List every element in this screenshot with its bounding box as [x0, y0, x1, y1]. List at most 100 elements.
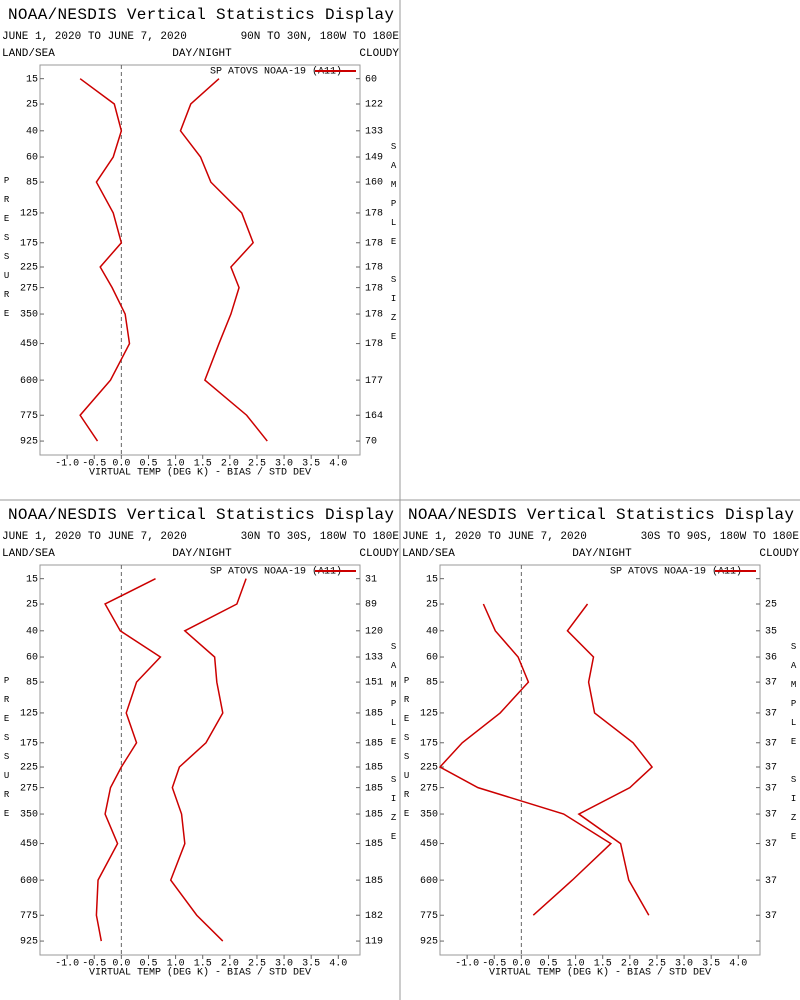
y2-axis-label: SAMPLE SIZE	[389, 142, 399, 351]
y-tick-label: 450	[20, 339, 38, 350]
x-tick-label: 0.0	[112, 959, 130, 970]
y-tick-label: 275	[420, 783, 438, 794]
legend-label: SP ATOVS NOAA-19 (A11)	[610, 566, 742, 578]
y-tick-label: 25	[26, 600, 38, 611]
sample-size: 37	[765, 678, 777, 689]
y-tick-label: 775	[420, 911, 438, 922]
x-tick-label: 4.0	[329, 459, 347, 470]
y-tick-label: 350	[20, 810, 38, 821]
x-tick-label: 1.5	[194, 959, 212, 970]
y-tick-label: 15	[426, 574, 438, 585]
y-tick-label: 60	[26, 653, 38, 664]
plot-frame	[39, 64, 361, 456]
y-tick-label: 125	[20, 209, 38, 220]
std-dev-line	[169, 578, 247, 942]
y-tick-label: 60	[426, 653, 438, 664]
sample-size: 185	[365, 783, 383, 794]
title: NOAA/NESDIS Vertical Statistics Display	[8, 6, 394, 24]
region: 90N TO 30N, 180W TO 180E	[241, 31, 400, 43]
y-tick-label: 450	[420, 839, 438, 850]
x-tick-label: -0.5	[482, 959, 506, 970]
x-axis-label: VIRTUAL TEMP (DEG K) - BIAS / STD DEV	[489, 967, 711, 979]
cloudy: CLOUDY	[359, 48, 399, 60]
x-tick-label: 3.0	[275, 959, 293, 970]
y2-axis-label: SAMPLE SIZE	[789, 642, 799, 851]
x-tick-label: 2.5	[248, 959, 266, 970]
day-night: DAY/NIGHT	[172, 48, 232, 60]
x-tick-label: 0.5	[539, 959, 557, 970]
y-tick-label: 600	[20, 876, 38, 887]
std-dev-line	[566, 603, 654, 916]
y-tick-label: 175	[20, 238, 38, 249]
region: 30N TO 30S, 180W TO 180E	[241, 531, 400, 543]
y-tick-label: 225	[20, 263, 38, 274]
sample-size: 37	[765, 839, 777, 850]
x-tick-label: 1.0	[167, 459, 185, 470]
std-dev-line	[179, 78, 268, 442]
x-tick-label: 1.0	[567, 959, 585, 970]
x-tick-label: -0.5	[82, 459, 106, 470]
region: 30S TO 90S, 180W TO 180E	[641, 531, 800, 543]
plot-frame	[439, 564, 761, 956]
sample-size: 35	[765, 626, 777, 637]
x-tick-label: 0.5	[139, 959, 157, 970]
date-range: JUNE 1, 2020 TO JUNE 7, 2020	[2, 31, 187, 43]
sample-size: 89	[365, 600, 377, 611]
y-tick-label: 225	[420, 763, 438, 774]
y-tick-label: 925	[420, 937, 438, 948]
y-tick-label: 175	[20, 738, 38, 749]
sample-size: 37	[765, 738, 777, 749]
y-tick-label: 125	[20, 709, 38, 720]
sample-size: 133	[365, 126, 383, 137]
y-tick-label: 40	[26, 626, 38, 637]
x-axis-label: VIRTUAL TEMP (DEG K) - BIAS / STD DEV	[89, 467, 311, 479]
y-tick-label: 15	[26, 574, 38, 585]
bias-line	[79, 78, 131, 442]
x-tick-label: 3.0	[675, 959, 693, 970]
y-tick-label: 175	[420, 738, 438, 749]
y-tick-label: 350	[420, 810, 438, 821]
legend-label: SP ATOVS NOAA-19 (A11)	[210, 566, 342, 578]
cloudy: CLOUDY	[759, 548, 799, 560]
x-tick-label: 0.5	[139, 459, 157, 470]
sample-size: 70	[365, 437, 377, 448]
sample-size: 37	[765, 911, 777, 922]
y-tick-label: 85	[26, 678, 38, 689]
sample-size: 25	[765, 600, 777, 611]
sample-size: 178	[365, 238, 383, 249]
x-tick-label: 2.5	[648, 959, 666, 970]
x-tick-label: 1.5	[594, 959, 612, 970]
sample-size: 31	[365, 574, 377, 585]
x-tick-label: 0.0	[512, 959, 530, 970]
sample-size: 185	[365, 738, 383, 749]
sample-size: 37	[765, 876, 777, 887]
sample-size: 149	[365, 153, 383, 164]
x-tick-label: 2.5	[248, 459, 266, 470]
legend-label: SP ATOVS NOAA-19 (A11)	[210, 66, 342, 78]
sample-size: 178	[365, 339, 383, 350]
sample-size: 37	[765, 709, 777, 720]
x-tick-label: -1.0	[55, 959, 79, 970]
y-axis-label: PRESSURE	[402, 676, 412, 828]
x-tick-label: 2.0	[221, 459, 239, 470]
land-sea: LAND/SEA	[402, 548, 455, 560]
x-tick-label: 4.0	[329, 959, 347, 970]
x-tick-label: 3.5	[302, 459, 320, 470]
sample-size: 182	[365, 911, 383, 922]
y-tick-label: 15	[26, 74, 38, 85]
sample-size: 122	[365, 100, 383, 111]
land-sea: LAND/SEA	[2, 48, 55, 60]
y-tick-label: 925	[20, 937, 38, 948]
bias-line	[95, 577, 162, 942]
x-tick-label: 0.0	[112, 459, 130, 470]
y-tick-label: 775	[20, 411, 38, 422]
title: NOAA/NESDIS Vertical Statistics Display	[8, 506, 394, 524]
y-tick-label: 40	[26, 126, 38, 137]
y-tick-label: 350	[20, 310, 38, 321]
cloudy: CLOUDY	[359, 548, 399, 560]
y-tick-label: 85	[26, 178, 38, 189]
x-axis-label: VIRTUAL TEMP (DEG K) - BIAS / STD DEV	[89, 967, 311, 979]
y-tick-label: 25	[426, 600, 438, 611]
date-range: JUNE 1, 2020 TO JUNE 7, 2020	[402, 531, 587, 543]
